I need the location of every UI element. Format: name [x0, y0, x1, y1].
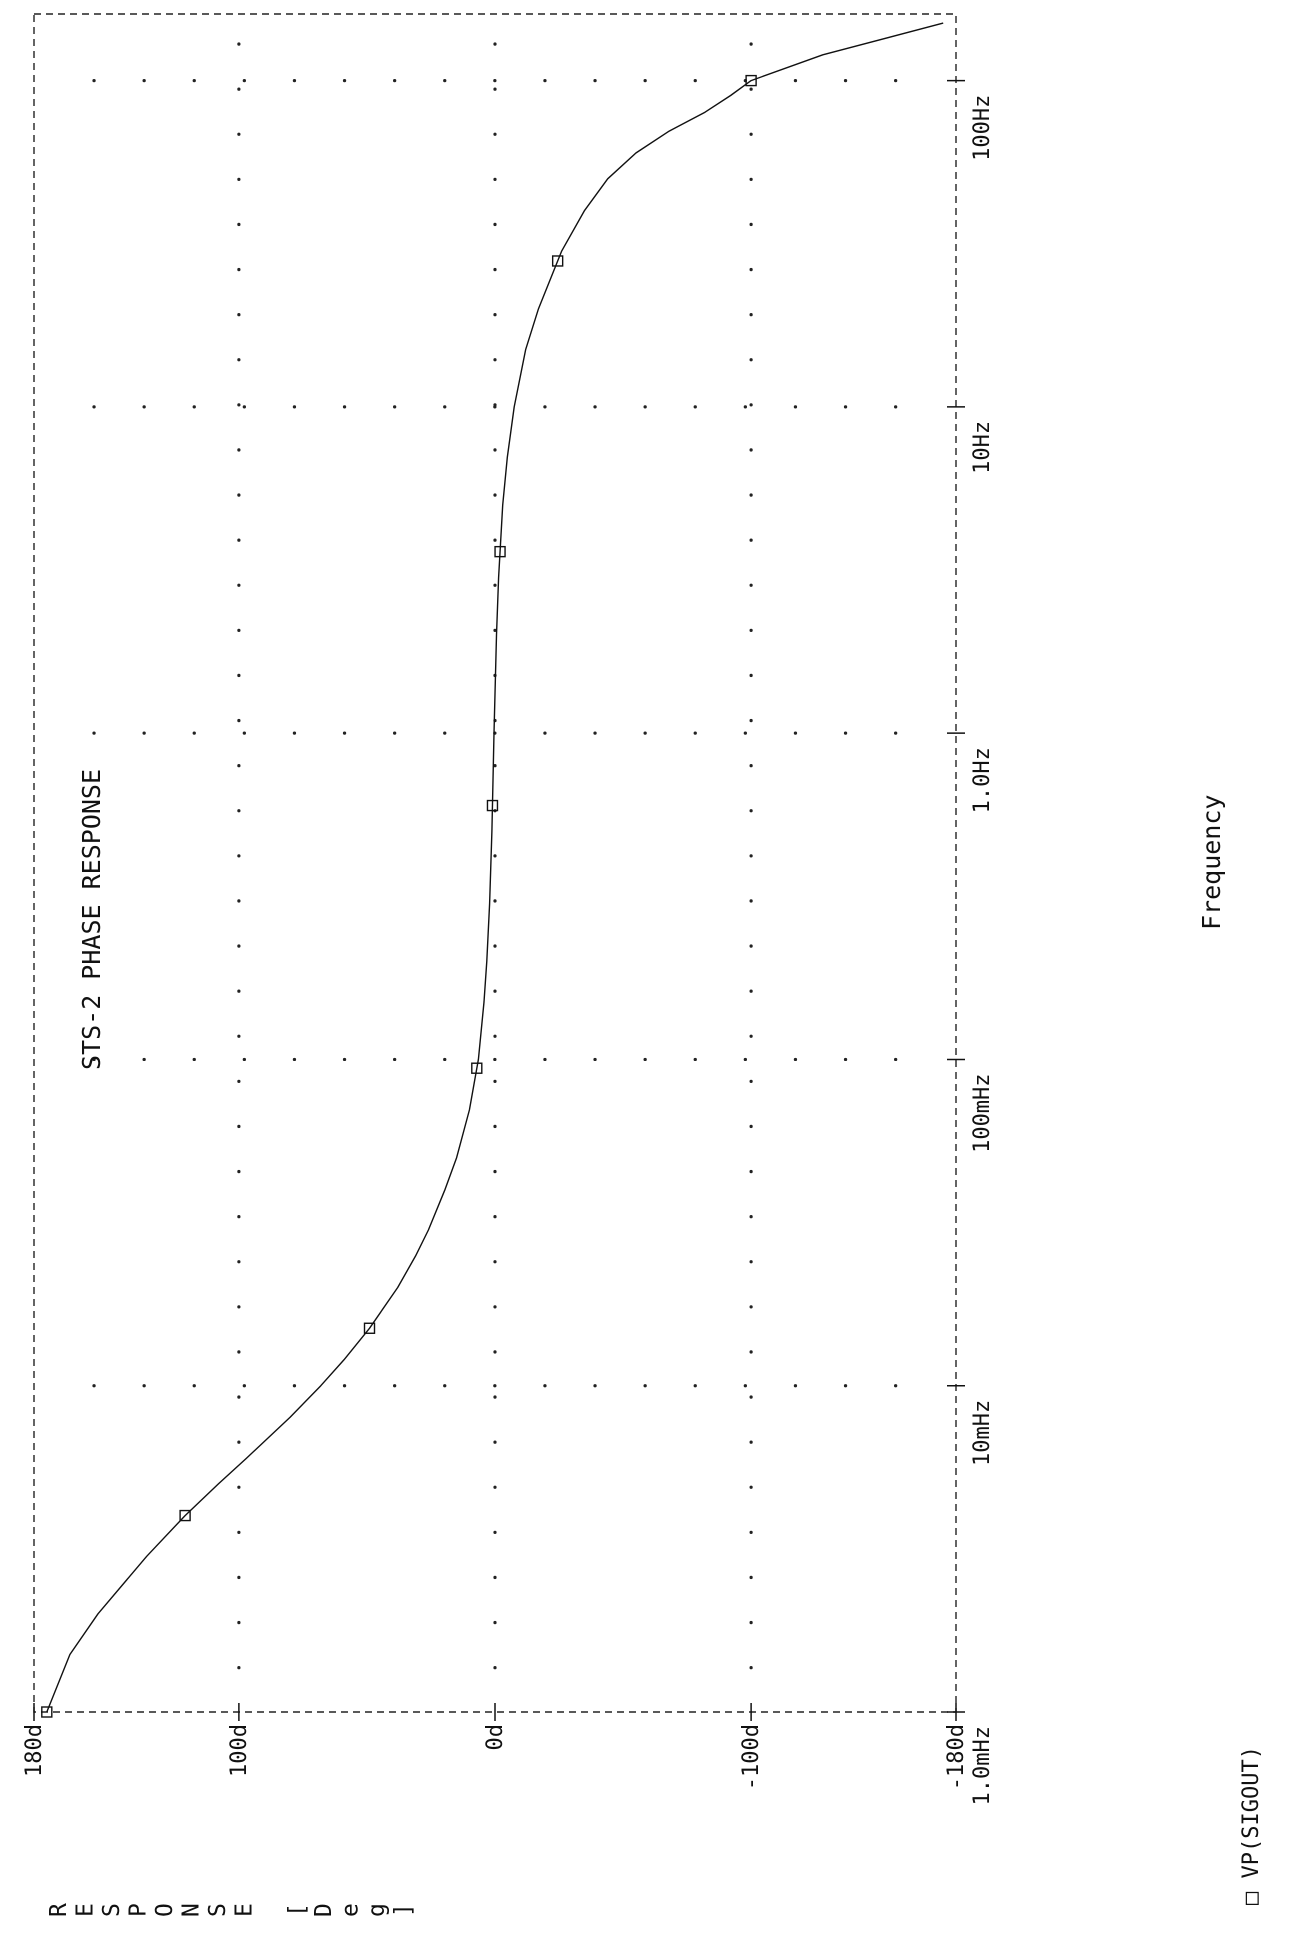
y-axis-label-char: R [46, 1903, 72, 1917]
x-tick-label: 10Hz [970, 421, 995, 474]
y-axis-label-char: N [179, 1903, 205, 1917]
plot-frame [33, 13, 957, 1713]
series-marker [551, 255, 564, 267]
y-axis-label-char: O [152, 1903, 178, 1917]
series-marker [471, 1062, 483, 1074]
x-tick-label: 10mHz [970, 1400, 995, 1466]
y-axis-label-char: S [205, 1903, 231, 1917]
series-line-vp-sigout [46, 22, 944, 1713]
legend-entry-vp-sigout: □ VP(SIGOUT) [1239, 1746, 1264, 1905]
x-tick-label: 100mHz [970, 1073, 995, 1152]
x-tick-label: 1.0Hz [970, 747, 995, 813]
y-axis-label-char: E [73, 1903, 99, 1917]
series-marker [179, 1509, 191, 1522]
series-marker [41, 1706, 53, 1718]
series-marker [494, 545, 506, 558]
curve-layer [46, 22, 944, 1713]
plot-frame-layer [33, 13, 957, 1713]
chart-title: STS-2 PHASE RESPONSE [77, 769, 106, 1070]
y-tick-label: 0d [483, 1724, 508, 1751]
series-marker [363, 1322, 376, 1334]
y-axis-label-char: [ [285, 1903, 311, 1917]
y-axis-label-char: S [99, 1903, 125, 1917]
series-marker [486, 799, 499, 812]
y-tick-label: -100d [739, 1724, 764, 1790]
y-axis-label-char: ] [391, 1903, 417, 1917]
y-axis-label-char: E [232, 1903, 258, 1917]
tick-layer [33, 79, 965, 1721]
grid-layer [92, 42, 908, 1694]
y-axis-label-char: D [311, 1903, 337, 1917]
y-tick-label: 100d [227, 1724, 252, 1777]
y-axis-label-char: P [126, 1903, 152, 1917]
y-tick-label: -180d [944, 1724, 969, 1790]
x-tick-label: 100Hz [970, 95, 995, 161]
marker-layer [41, 74, 757, 1718]
x-axis-label: Frequency [1197, 795, 1226, 930]
x-tick-label: 1.0mHz [970, 1726, 995, 1805]
y-axis-label-char: e [338, 1903, 364, 1917]
y-axis-label-char: g [364, 1903, 390, 1917]
y-tick-label: 180d [22, 1724, 47, 1777]
text-layer: 180d 100d 0d -100d -180d 1.0mHz 10mHz 100mHz 1.0… [22, 95, 1264, 1917]
series-marker [745, 74, 757, 87]
